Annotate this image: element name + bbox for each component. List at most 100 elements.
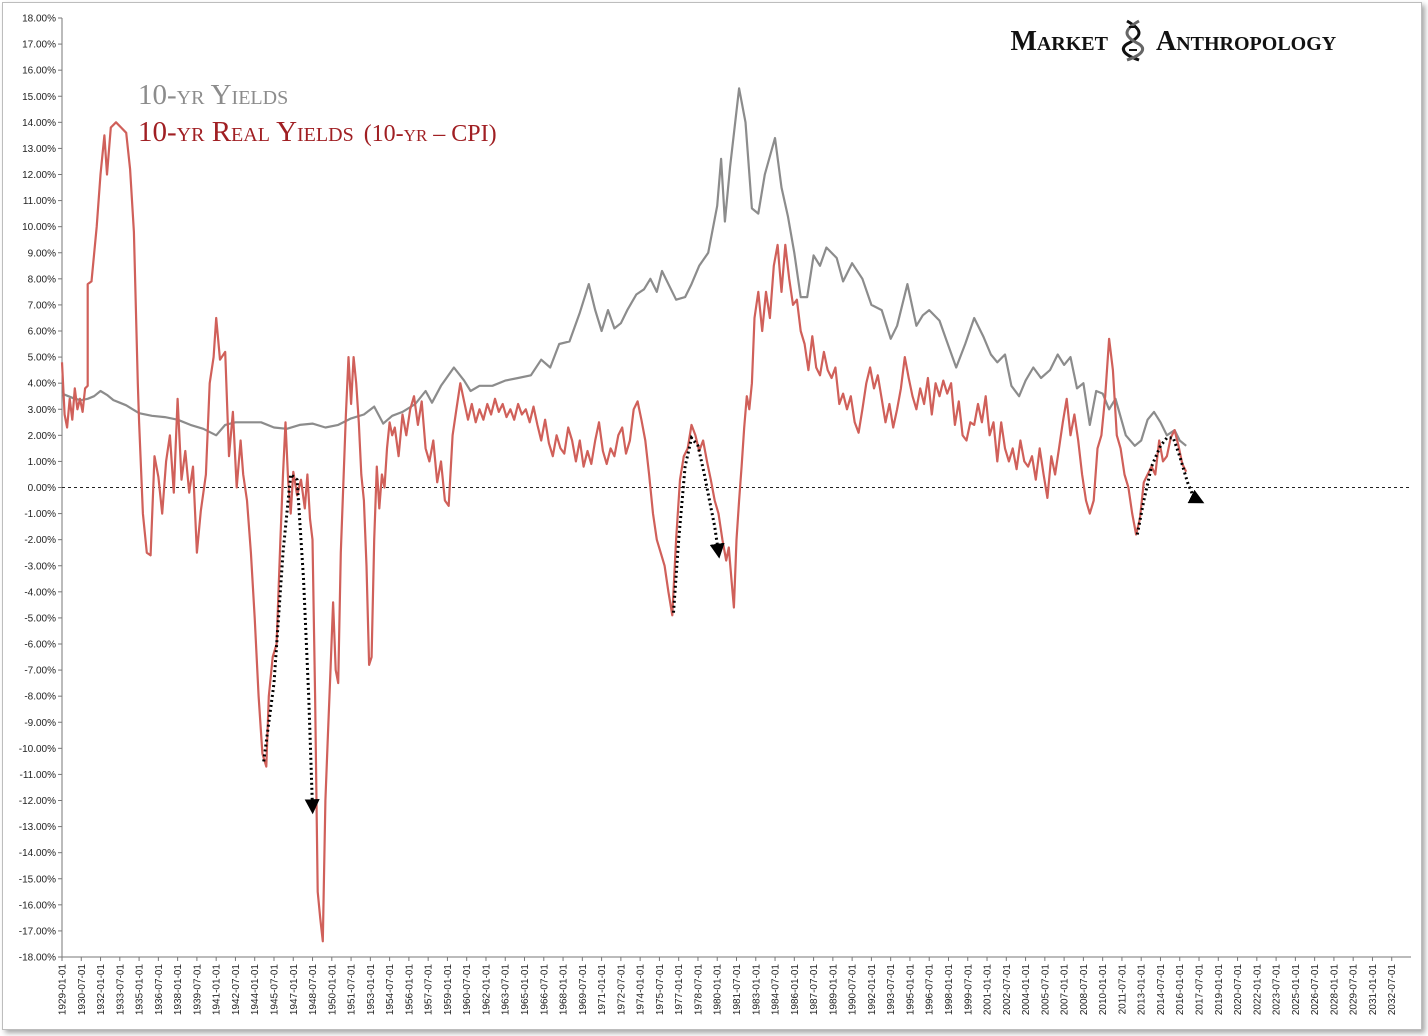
- x-tick-label: 2010-01-01: [1098, 964, 1109, 1016]
- y-tick-label: 1.00%: [28, 457, 56, 468]
- x-tick-label: 2019-01-01: [1214, 964, 1225, 1016]
- x-tick-label: 1956-01-01: [404, 964, 415, 1016]
- x-tick-label: 2026-07-01: [1310, 964, 1321, 1016]
- x-tick-label: 1951-07-01: [347, 964, 358, 1016]
- y-tick-label: -4.00%: [24, 587, 56, 598]
- brand-right: Anthropology: [1156, 26, 1337, 57]
- x-tick-label: 2007-01-01: [1060, 964, 1071, 1016]
- x-tick-label: 1984-07-01: [771, 964, 782, 1016]
- x-tick-label: 2005-07-01: [1040, 964, 1051, 1016]
- x-tick-label: 2028-01-01: [1329, 964, 1340, 1016]
- x-tick-label: 1942-07-01: [231, 964, 242, 1016]
- y-tick-label: -15.00%: [19, 874, 56, 885]
- trend-arrow: [1135, 436, 1205, 535]
- y-axis: 18.00% 17.00% 16.00% 15.00% 14.00% 13.00% 12.0…: [19, 14, 63, 964]
- y-tick-label: 18.00%: [22, 14, 56, 25]
- y-tick-label: 13.00%: [22, 144, 56, 155]
- y-tick-label: -6.00%: [24, 640, 56, 651]
- x-tick-label: 1969-07-01: [578, 964, 589, 1016]
- x-tick-label: 1980-01-01: [713, 964, 724, 1016]
- y-tick-label: -14.00%: [19, 848, 56, 859]
- legend-10yr-yields: 10-yr Yields: [138, 79, 288, 111]
- x-tick-label: 2025-01-01: [1291, 964, 1302, 1016]
- x-tick-label: 1947-01-01: [289, 964, 300, 1016]
- x-tick-label: 1972-07-01: [616, 964, 627, 1016]
- x-tick-label: 2014-07-01: [1156, 964, 1167, 1016]
- x-tick-label: 1974-01-01: [636, 964, 647, 1016]
- series-10yr-real-yields-line: [60, 121, 1188, 943]
- x-tick-label: 1930-07-01: [77, 964, 88, 1016]
- y-tick-label: -16.00%: [19, 900, 56, 911]
- y-tick-label: 9.00%: [28, 248, 56, 259]
- x-tick-label: 1962-01-01: [481, 964, 492, 1016]
- x-tick-label: 1966-07-01: [539, 964, 550, 1016]
- y-tick-label: -10.00%: [19, 744, 56, 755]
- x-tick-label: 2029-07-01: [1349, 964, 1360, 1016]
- x-tick-label: 1981-07-01: [732, 964, 743, 1016]
- x-tick-label: 1960-07-01: [462, 964, 473, 1016]
- dna-helix-icon: [1121, 19, 1145, 62]
- x-tick-label: 1941-01-01: [212, 964, 223, 1016]
- x-tick-label: 1932-01-01: [96, 964, 107, 1016]
- series-10yr-yields-line: [61, 87, 1187, 447]
- y-tick-label: 0.00%: [28, 483, 56, 494]
- x-tick-label: 1996-07-01: [925, 964, 936, 1016]
- y-tick-label: 6.00%: [28, 327, 56, 338]
- x-tick-label: 1968-01-01: [559, 964, 570, 1016]
- x-tick-label: 2016-01-01: [1175, 964, 1186, 1016]
- x-tick-label: 1957-07-01: [424, 964, 435, 1016]
- trend-arrow: [672, 434, 725, 613]
- y-tick-label: 3.00%: [28, 405, 56, 416]
- x-tick-label: 1929-01-01: [58, 964, 69, 1016]
- y-tick-label: -18.00%: [19, 953, 56, 964]
- y-tick-label: -8.00%: [24, 692, 56, 703]
- y-tick-label: -2.00%: [24, 535, 56, 546]
- y-tick-label: -11.00%: [19, 770, 56, 781]
- x-tick-label: 1971-01-01: [597, 964, 608, 1016]
- y-tick-label: -1.00%: [24, 509, 56, 520]
- x-tick-label: 1935-01-01: [135, 964, 146, 1016]
- x-tick-label: 1944-01-01: [250, 964, 261, 1016]
- trend-arrows: [262, 434, 1205, 815]
- legend-10yr-real-yields: 10-yr Real Yields (10-yr – CPI): [138, 116, 497, 148]
- y-tick-label: 16.00%: [22, 66, 56, 77]
- y-tick-label: 15.00%: [22, 92, 56, 103]
- x-tick-label: 1977-01-01: [674, 964, 685, 1016]
- x-tick-label: 1990-07-01: [848, 964, 859, 1016]
- x-tick-label: 2020-07-01: [1233, 964, 1244, 1016]
- y-tick-label: -12.00%: [19, 796, 56, 807]
- x-tick-label: 2022-01-01: [1252, 964, 1263, 1016]
- x-tick-label: 1978-07-01: [693, 964, 704, 1016]
- x-tick-label: 2011-07-01: [1117, 964, 1128, 1015]
- series-group: [60, 87, 1188, 943]
- x-tick-label: 2013-01-01: [1137, 964, 1148, 1016]
- x-tick-label: 1965-01-01: [520, 964, 531, 1016]
- y-tick-label: -5.00%: [24, 613, 56, 624]
- x-tick-label: 1939-07-01: [192, 964, 203, 1016]
- x-tick-label: 2002-07-01: [1002, 964, 1013, 1016]
- x-tick-label: 1945-07-01: [269, 964, 280, 1016]
- y-tick-label: 10.00%: [22, 222, 56, 233]
- y-tick-label: 8.00%: [28, 274, 56, 285]
- x-tick-label: 1993-07-01: [886, 964, 897, 1016]
- x-tick-label: 1936-07-01: [154, 964, 165, 1016]
- y-tick-label: -7.00%: [24, 666, 56, 677]
- x-axis: 1929-01-01 1930-07-01 1932-01-01 1933-07-01…: [58, 956, 1411, 1016]
- x-tick-label: 1933-07-01: [115, 964, 126, 1016]
- y-tick-label: 2.00%: [28, 431, 56, 442]
- x-tick-label: 2023-07-01: [1272, 964, 1283, 1016]
- y-tick-label: -9.00%: [24, 718, 56, 729]
- x-tick-label: 1987-07-01: [809, 964, 820, 1016]
- y-tick-label: -17.00%: [19, 926, 56, 937]
- x-tick-label: 2032-07-01: [1387, 964, 1398, 1016]
- y-tick-label: -13.00%: [19, 822, 56, 833]
- x-tick-label: 1954-07-01: [385, 964, 396, 1016]
- x-tick-label: 2008-07-01: [1079, 964, 1090, 1016]
- y-tick-label: 12.00%: [22, 170, 56, 181]
- x-tick-label: 1999-07-01: [963, 964, 974, 1016]
- legend-real-main: 10-yr Real Yields: [138, 116, 354, 148]
- brand-left: Market: [1010, 26, 1108, 57]
- y-tick-label: -3.00%: [24, 561, 56, 572]
